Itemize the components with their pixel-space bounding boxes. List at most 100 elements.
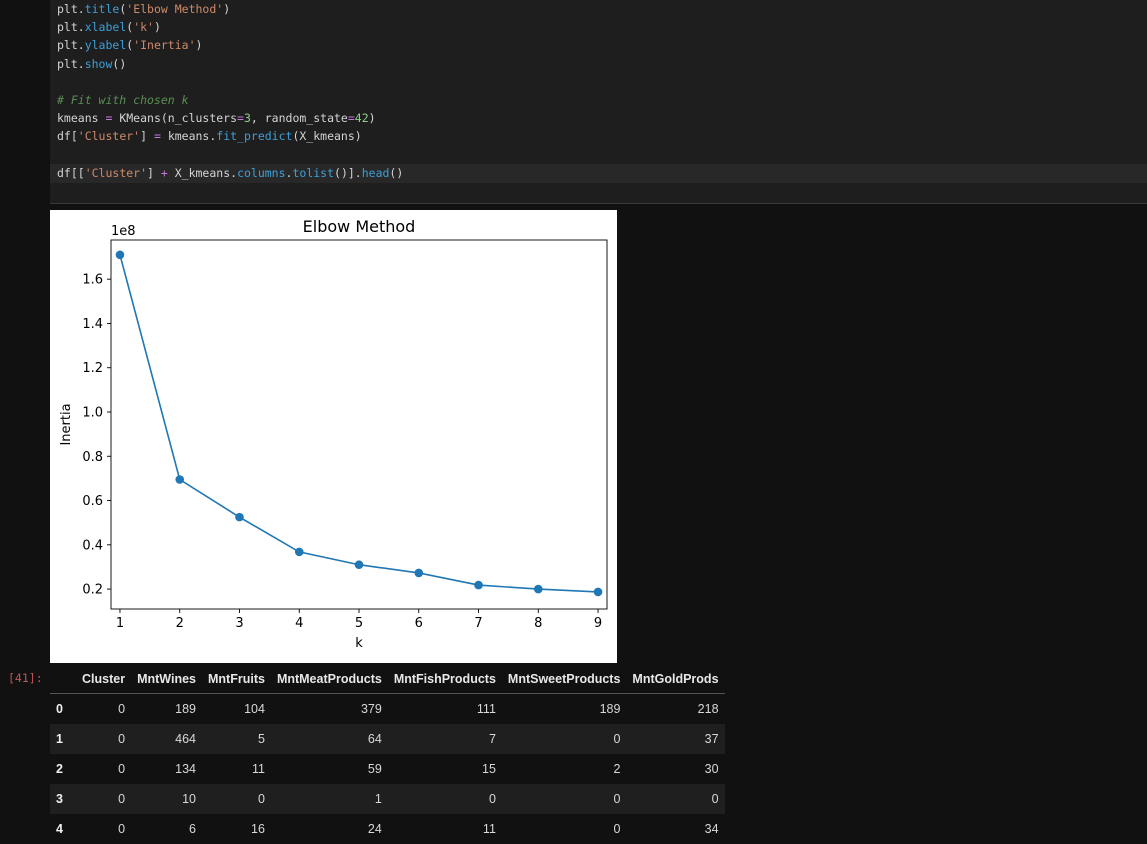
code-line: df['Cluster'] = kmeans.fit_predict(X_kme… [57, 127, 403, 145]
x-tick-label: 6 [415, 616, 423, 631]
code-token: () [389, 166, 403, 180]
column-header: MntGoldProds [626, 664, 724, 694]
x-tick-label: 4 [295, 616, 303, 631]
table-cell: 7 [388, 724, 502, 754]
code-line: plt.show() [57, 55, 403, 73]
row-index: 2 [50, 754, 76, 784]
code-token: plt. [57, 57, 85, 71]
code-token: 'Cluster' [78, 129, 140, 143]
code-token: 42 [355, 111, 369, 125]
code-editor[interactable]: plt.title('Elbow Method')plt.xlabel('k')… [57, 0, 403, 182]
column-header: Cluster [76, 664, 131, 694]
row-index: 0 [50, 694, 76, 725]
data-point [534, 585, 543, 594]
code-token: = [348, 111, 355, 125]
code-line: plt.title('Elbow Method') [57, 0, 403, 18]
code-token: plt. [57, 20, 85, 34]
code-token: tolist [292, 166, 334, 180]
y-axis-label: Inertia [59, 403, 74, 445]
column-header: MntWines [131, 664, 202, 694]
x-tick-label: 2 [176, 616, 184, 631]
row-index: 1 [50, 724, 76, 754]
code-token: 'Elbow Method' [126, 2, 223, 16]
table-cell: 64 [271, 724, 388, 754]
code-token: df[ [57, 129, 78, 143]
table-cell: 15 [388, 754, 502, 784]
y-tick-label: 1.2 [82, 361, 103, 376]
x-tick-label: 3 [235, 616, 243, 631]
code-token: df[[ [57, 166, 85, 180]
code-token: 'k' [133, 20, 154, 34]
code-token: # Fit with chosen k [57, 93, 189, 107]
code-line [57, 146, 403, 164]
data-point [355, 560, 364, 569]
table-cell: 0 [76, 784, 131, 814]
row-index: 3 [50, 784, 76, 814]
column-header: MntSweetProducts [502, 664, 627, 694]
chart-title: Elbow Method [303, 217, 416, 236]
code-line: kmeans = KMeans(n_clusters=3, random_sta… [57, 109, 403, 127]
code-token: = [237, 111, 244, 125]
code-token: 3 [244, 111, 251, 125]
table-cell: 0 [388, 784, 502, 814]
table-cell: 37 [626, 724, 724, 754]
table-cell: 30 [626, 754, 724, 784]
plot-frame [111, 240, 607, 609]
code-token: plt. [57, 38, 85, 52]
code-token: columns [237, 166, 285, 180]
x-tick-label: 7 [474, 616, 482, 631]
column-header: MntFishProducts [388, 664, 502, 694]
code-token: ylabel [85, 38, 127, 52]
table-cell: 0 [626, 784, 724, 814]
series-line [120, 255, 598, 592]
y-tick-label: 0.8 [82, 450, 103, 465]
table-cell: 0 [202, 784, 271, 814]
table-cell: 0 [76, 754, 131, 784]
y-offset-label: 1e8 [111, 224, 136, 239]
y-tick-label: 1.0 [82, 405, 103, 420]
code-token: = [154, 129, 161, 143]
table-cell: 0 [76, 694, 131, 725]
x-axis-label: k [355, 636, 363, 651]
code-line: df[['Cluster'] + X_kmeans.columns.tolist… [57, 164, 403, 182]
code-token: X_kmeans. [168, 166, 237, 180]
code-token: title [85, 2, 120, 16]
data-point [474, 581, 483, 590]
code-token: xlabel [85, 20, 127, 34]
y-tick-label: 0.4 [82, 538, 103, 553]
index-header [50, 664, 76, 694]
data-point [116, 251, 125, 260]
code-line: # Fit with chosen k [57, 91, 403, 109]
table-cell: 218 [626, 694, 724, 725]
code-token: head [362, 166, 390, 180]
code-token: ) [223, 2, 230, 16]
code-token: ] [147, 166, 161, 180]
table-cell: 2 [502, 754, 627, 784]
code-token: (X_kmeans) [292, 129, 361, 143]
code-token: + [161, 166, 168, 180]
code-token: () [112, 57, 126, 71]
column-header: MntMeatProducts [271, 664, 388, 694]
code-token: , random_state [251, 111, 348, 125]
code-token: 'Inertia' [133, 38, 195, 52]
x-tick-label: 5 [355, 616, 363, 631]
table-cell: 189 [131, 694, 202, 725]
table-cell: 104 [202, 694, 271, 725]
code-token: kmeans [57, 111, 105, 125]
data-point [175, 475, 184, 484]
code-token: 'Cluster' [85, 166, 147, 180]
y-tick-label: 0.6 [82, 494, 103, 509]
x-tick-label: 8 [534, 616, 542, 631]
output-prompt: [41]: [8, 671, 43, 685]
table-cell: 0 [76, 724, 131, 754]
table-cell: 1 [271, 784, 388, 814]
code-token: ) [154, 20, 161, 34]
table-cell: 59 [271, 754, 388, 784]
code-line: plt.ylabel('Inertia') [57, 36, 403, 54]
code-cell[interactable]: plt.title('Elbow Method')plt.xlabel('k')… [50, 0, 1147, 204]
